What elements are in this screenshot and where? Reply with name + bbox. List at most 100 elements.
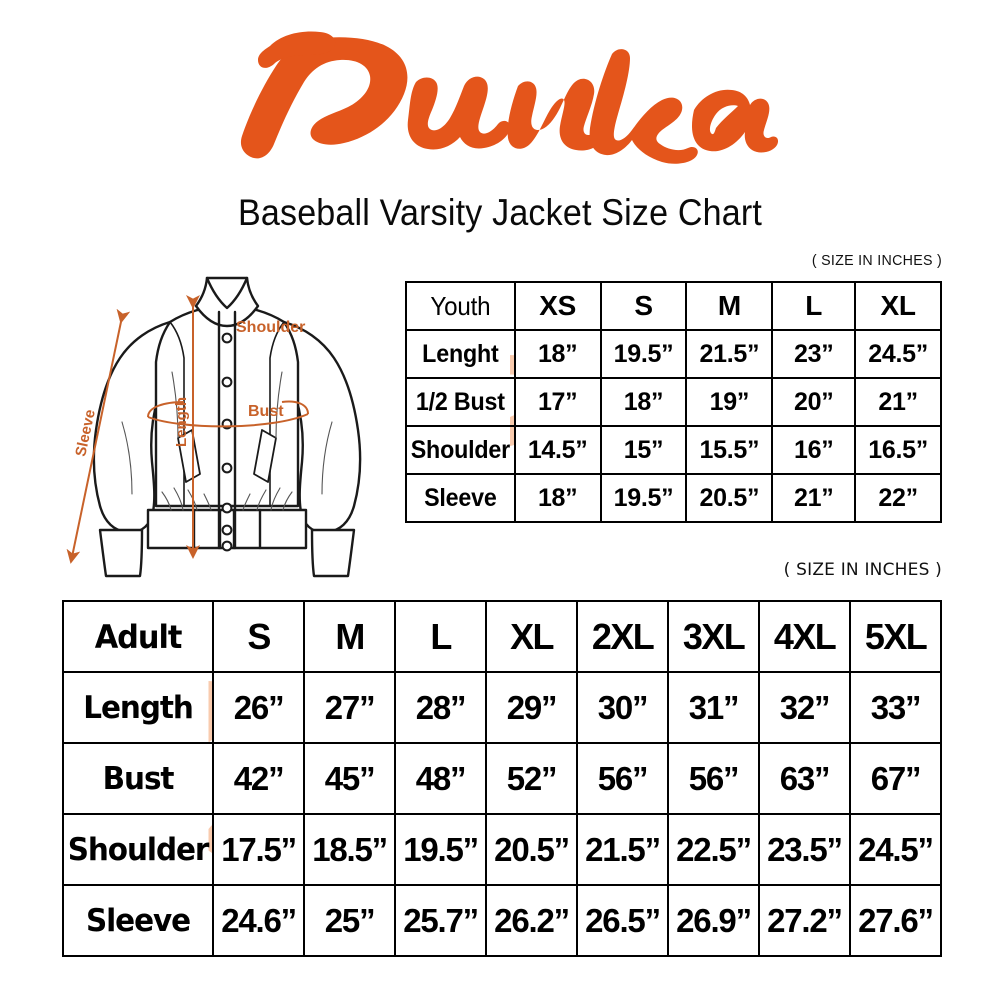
measurement-cell: 18” [513, 473, 602, 523]
measurement-cell: 32” [758, 671, 851, 744]
youth-column-header: XL [854, 281, 942, 331]
measurement-cell: 56” [576, 742, 670, 815]
sleeve-arrow [66, 308, 131, 564]
youth-column-header: L [771, 281, 857, 331]
adult-header-row: Adult S M L XL 2XL 3XL 4XL 5XL [63, 600, 943, 673]
jacket-snap-button [221, 376, 233, 388]
youth-corner-label: Youth [408, 281, 512, 331]
bust-curve-right [281, 400, 309, 415]
measurement-cell: 15” [599, 425, 688, 475]
table-row: Length 26” 27” 28” 29” 30” 31” 32” 33” [63, 671, 943, 744]
adult-column-header: 3XL [667, 600, 760, 673]
adult-corner-label: Adult [65, 600, 211, 673]
label-shoulder: Shoulder [236, 319, 305, 336]
jacket-snap-button [221, 332, 233, 344]
measurement-cell: 63” [758, 742, 851, 815]
measurement-cell: 26.5” [576, 884, 670, 957]
table-row: Bust 42” 45” 48” 52” 56” 56” 63” 67” [63, 742, 943, 815]
measurement-cell: 19.5” [394, 813, 488, 886]
measurement-cell: 31” [667, 671, 760, 744]
adult-row-label: Shoulder [65, 813, 211, 886]
adult-size-table: Adult S M L XL 2XL 3XL 4XL 5XL Length 26” 27” 28” 29”… [62, 600, 943, 957]
jacket-snap-button [221, 502, 233, 514]
measurement-cell: 24.6” [212, 884, 306, 957]
dunkare-wordmark-icon [240, 31, 779, 164]
adult-column-header: 4XL [758, 600, 851, 673]
measurement-cell: 23” [771, 329, 857, 379]
youth-row-label: Sleeve [408, 473, 512, 523]
measurement-cell: 26.9” [667, 884, 760, 957]
measurement-cell: 42” [212, 742, 306, 815]
youth-size-table: Youth XS S M L XL Lenght 18” 19.5” 21.5” 23” 24.5” 1… [405, 281, 942, 523]
measurement-cell: 16” [771, 425, 857, 475]
bust-curve-left [147, 401, 185, 418]
youth-row-label: Lenght [408, 329, 512, 379]
adult-units-note: ( SIZE IN INCHES ) [783, 560, 942, 580]
measurement-cell: 67” [848, 742, 943, 815]
measurement-cell: 20” [771, 377, 857, 427]
adult-row-label: Sleeve [65, 884, 211, 957]
adult-column-header: 5XL [848, 600, 943, 673]
jacket-snap-button [221, 524, 233, 536]
measurement-cell: 19” [685, 377, 774, 427]
measurement-cell: 45” [303, 742, 397, 815]
measurement-cell: 33” [848, 671, 943, 744]
measurement-cell: 20.5” [685, 473, 774, 523]
page-title: Baseball Varsity Jacket Size Chart [237, 192, 762, 233]
measurement-cell: 24.5” [848, 813, 943, 886]
measurement-cell: 25.7” [394, 884, 488, 957]
table-row: Lenght 18” 19.5” 21.5” 23” 24.5” [406, 329, 942, 379]
table-row: 1/2 Bust 17” 18” 19” 20” 21” [406, 377, 942, 427]
measurement-cell: 26.2” [485, 884, 579, 957]
adult-column-header: 2XL [576, 600, 670, 673]
measurement-cell: 30” [576, 671, 670, 744]
measurement-cell: 22.5” [667, 813, 760, 886]
table-row: Shoulder 17.5” 18.5” 19.5” 20.5” 21.5” 22.5” 23… [63, 813, 943, 886]
measurement-cell: 19.5” [599, 473, 688, 523]
measurement-cell: 16.5” [854, 425, 942, 475]
brand-logo [0, 24, 1000, 174]
jacket-snap-button [221, 462, 233, 474]
measurement-cell: 28” [394, 671, 488, 744]
measurement-cell: 17” [513, 377, 602, 427]
youth-header-row: Youth XS S M L XL [406, 281, 942, 331]
measurement-cell: 18.5” [303, 813, 397, 886]
measurement-cell: 17.5” [212, 813, 306, 886]
adult-row-label: Length [65, 671, 211, 744]
youth-column-header: S [599, 281, 688, 331]
table-row: Sleeve 24.6” 25” 25.7” 26.2” 26.5” 26.9” 27.2” 2… [63, 884, 943, 957]
measurement-cell: 27.6” [848, 884, 943, 957]
youth-column-header: XS [513, 281, 602, 331]
measurement-cell: 19.5” [599, 329, 688, 379]
measurement-arrows-icon [66, 295, 309, 564]
measurement-cell: 18” [599, 377, 688, 427]
measurement-cell: 25” [303, 884, 397, 957]
adult-column-header: L [394, 600, 488, 673]
youth-row-label: Shoulder [408, 425, 512, 475]
label-bust: Bust [248, 403, 284, 420]
measurement-cell: 48” [394, 742, 488, 815]
youth-row-label: 1/2 Bust [408, 377, 512, 427]
measurement-cell: 21” [771, 473, 857, 523]
measurement-cell: 23.5” [758, 813, 851, 886]
adult-column-header: S [212, 600, 306, 673]
youth-units-note: ( SIZE IN INCHES ) [811, 252, 942, 269]
measurement-cell: 27.2” [758, 884, 851, 957]
adult-column-header: XL [485, 600, 579, 673]
bust-line [147, 413, 309, 428]
label-length: Length [173, 397, 190, 447]
youth-column-header: M [685, 281, 774, 331]
measurement-cell: 24.5” [854, 329, 942, 379]
measurement-cell: 29” [485, 671, 579, 744]
measurement-cell: 27” [303, 671, 397, 744]
measurement-cell: 52” [485, 742, 579, 815]
measurement-cell: 20.5” [485, 813, 579, 886]
measurement-cell: 21.5” [685, 329, 774, 379]
measurement-cell: 56” [667, 742, 760, 815]
measurement-cell: 26” [212, 671, 306, 744]
adult-column-header: M [303, 600, 397, 673]
measurement-cell: 21.5” [576, 813, 670, 886]
jacket-snap-button [221, 540, 233, 552]
measurement-cell: 21” [854, 377, 942, 427]
